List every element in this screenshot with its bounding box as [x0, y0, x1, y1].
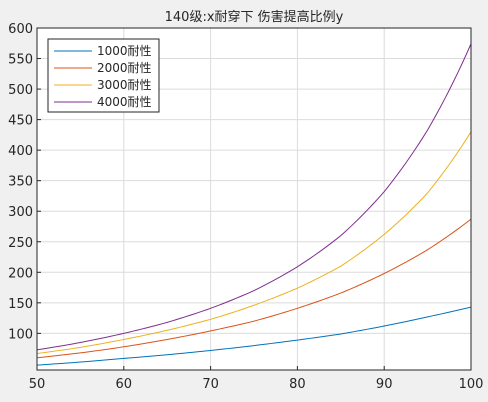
- chart-title: 140级:x耐穿下 伤害提高比例y: [165, 9, 344, 25]
- x-tick-label: 80: [289, 377, 306, 392]
- series-line: [36, 43, 472, 351]
- x-tick-label: 100: [459, 377, 484, 392]
- legend-label: 2000耐性: [97, 61, 152, 75]
- legend-label: 1000耐性: [97, 44, 152, 58]
- series-line: [36, 306, 472, 366]
- series-line: [36, 218, 472, 359]
- y-tick-label: 300: [8, 205, 33, 220]
- y-tick-label: 400: [8, 144, 33, 159]
- y-tick-label: 500: [8, 83, 33, 98]
- x-tick-label: 70: [202, 377, 219, 392]
- y-tick-label: 250: [8, 236, 33, 251]
- y-tick-label: 450: [8, 114, 33, 129]
- x-tick-label: 60: [116, 377, 133, 392]
- series-lines: [36, 43, 472, 366]
- plot-border: [36, 27, 472, 371]
- grid-lines: [36, 27, 472, 370]
- legend-label: 4000耐性: [97, 95, 152, 109]
- legend-label: 3000耐性: [97, 78, 152, 92]
- y-tick-label: 150: [8, 297, 33, 312]
- axis-ticks: 50 60 70 80 90 100 100 150 200 250 300 350 400 450 500…: [8, 22, 483, 392]
- x-tick-label: 90: [376, 377, 393, 392]
- y-tick-label: 600: [8, 22, 33, 37]
- y-tick-label: 350: [8, 175, 33, 190]
- x-tick-label: 50: [29, 377, 46, 392]
- y-tick-label: 100: [8, 327, 33, 342]
- y-tick-label: 550: [8, 53, 33, 68]
- series-line: [36, 131, 472, 355]
- legend: 1000耐性 2000耐性 3000耐性 4000耐性: [47, 38, 160, 113]
- y-tick-label: 200: [8, 266, 33, 281]
